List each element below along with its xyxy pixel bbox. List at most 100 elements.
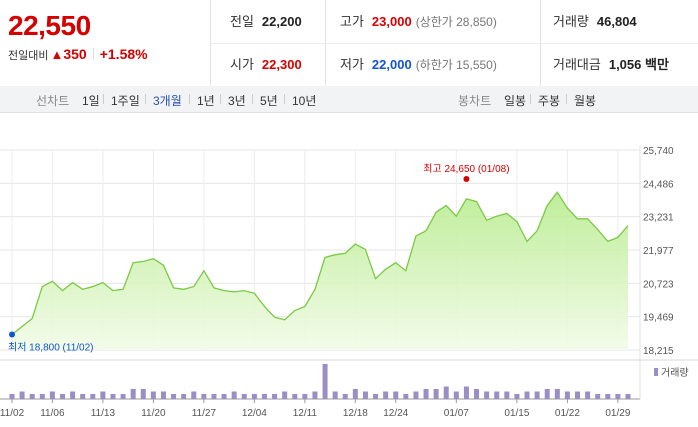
stat-value: 22,300	[261, 57, 302, 72]
stat-label: 시가	[230, 57, 254, 72]
y-tick-label: 24,486	[643, 179, 674, 190]
candle-weekly[interactable]: 주봉	[538, 94, 561, 108]
volume-bar	[494, 391, 500, 399]
price-change: 전일대비 ▲350 +1.58%	[8, 46, 148, 63]
volume-bar	[615, 394, 621, 399]
volume-bar	[90, 394, 96, 399]
period-5y[interactable]: 5년	[260, 94, 278, 108]
volume-bar	[443, 386, 449, 399]
volume-bar	[302, 394, 308, 399]
volume-bar	[544, 389, 550, 399]
x-tick-label: 12/04	[242, 408, 267, 419]
candle-monthly[interactable]: 월봉	[574, 94, 597, 108]
volume-bar	[231, 391, 237, 399]
price-area	[12, 192, 628, 350]
volume-bar	[150, 391, 156, 399]
volume-bar	[80, 394, 86, 399]
y-tick-label: 20,723	[643, 279, 674, 290]
volume-bar	[211, 394, 217, 399]
volume-bar	[575, 391, 581, 399]
y-tick-label: 25,740	[643, 146, 674, 157]
low-point	[9, 331, 15, 338]
period-1y[interactable]: 1년	[197, 94, 215, 108]
x-tick-label: 01/29	[605, 408, 630, 419]
volume-bar	[130, 389, 136, 399]
y-tick-label: 23,231	[643, 213, 674, 224]
price-box: 22,550 전일대비 ▲350 +1.58%	[0, 0, 211, 86]
stat-value: 22,200	[261, 14, 302, 29]
volume-bar	[322, 364, 328, 399]
volume-legend-label: 거래량	[661, 367, 689, 379]
stat-label: 고가	[340, 14, 364, 29]
volume-bar	[272, 394, 278, 399]
volume-bar	[474, 389, 480, 399]
stat-sub: (상한가 28,850)	[415, 15, 497, 29]
low-label: 최저 18,800 (11/02)	[8, 341, 94, 353]
volume-bar	[140, 389, 146, 399]
period-3y[interactable]: 3년	[228, 94, 246, 108]
stat-value: 1,056 백만	[608, 57, 669, 72]
volume-bar	[605, 394, 611, 399]
volume-bar	[625, 394, 631, 399]
volume-bar	[504, 391, 510, 399]
volume-bar	[19, 391, 25, 399]
volume-bar	[585, 391, 591, 399]
high-label: 최고 24,650 (01/08)	[423, 163, 509, 175]
volume-bar	[292, 394, 298, 399]
volume-bar	[423, 389, 429, 399]
period-1w[interactable]: 1주일	[111, 94, 140, 108]
volume-bar	[393, 391, 399, 399]
high-point	[463, 175, 470, 182]
volume-bar	[433, 389, 439, 399]
toolbar-divider	[284, 94, 285, 104]
volume-bar	[70, 391, 76, 399]
volume-bar	[181, 394, 187, 399]
stat-low: 저가 22,000 (하한가 15,550)	[340, 54, 497, 73]
candle-daily[interactable]: 일봉	[504, 94, 527, 108]
volume-bar	[362, 391, 368, 399]
volume-bar	[221, 394, 227, 399]
candle-chart-label: 봉차트	[458, 94, 492, 108]
stat-label: 거래대금	[553, 57, 601, 72]
x-tick-label: 01/22	[555, 408, 580, 419]
current-price: 22,550	[8, 10, 91, 41]
volume-bar	[453, 391, 459, 399]
volume-bar	[342, 394, 348, 399]
volume-bar	[171, 394, 177, 399]
volume-bar	[120, 394, 126, 399]
x-tick-label: 11/06	[40, 408, 65, 419]
x-tick-label: 01/15	[504, 408, 529, 419]
volume-bar	[463, 386, 469, 399]
volume-bar	[9, 394, 15, 399]
period-10y[interactable]: 10년	[292, 94, 317, 108]
volume-bar	[564, 391, 570, 399]
x-tick-label: 12/11	[293, 408, 318, 419]
stat-value: 22,000	[371, 57, 412, 72]
volume-bar	[201, 394, 207, 399]
volume-bar	[59, 394, 65, 399]
period-3m[interactable]: 3개월	[153, 94, 182, 108]
stat-high: 고가 23,000 (상한가 28,850)	[340, 11, 497, 30]
volume-bar	[554, 389, 560, 399]
volume-bar	[332, 391, 338, 399]
change-percent: +1.58%	[99, 46, 148, 62]
stat-label: 전일	[230, 14, 254, 29]
period-1d[interactable]: 1일	[82, 94, 100, 108]
volume-bar	[191, 391, 197, 399]
volume-bar	[373, 394, 379, 399]
row-divider	[210, 43, 698, 44]
stat-value: 23,000	[371, 14, 412, 29]
quote-header: 22,550 전일대비 ▲350 +1.58% 전일 22,200 시가 22,300 …	[0, 0, 698, 87]
y-tick-label: 19,469	[643, 313, 674, 324]
chart-toolbar: 선차트 1일 1주일 3개월 1년 3년 5년 10년 봉차트 일봉 주봉 월봉	[0, 86, 698, 113]
x-tick-label: 11/02	[0, 408, 25, 419]
change-label: 전일대비	[8, 50, 49, 62]
volume-bar	[534, 391, 540, 399]
volume-bar	[383, 391, 389, 399]
volume-legend-swatch	[654, 368, 658, 376]
volume-bar	[312, 391, 318, 399]
stat-label: 저가	[340, 57, 364, 72]
stat-sub: (하한가 15,550)	[415, 58, 497, 72]
y-tick-label: 21,977	[643, 246, 674, 257]
volume-bar	[403, 394, 409, 399]
